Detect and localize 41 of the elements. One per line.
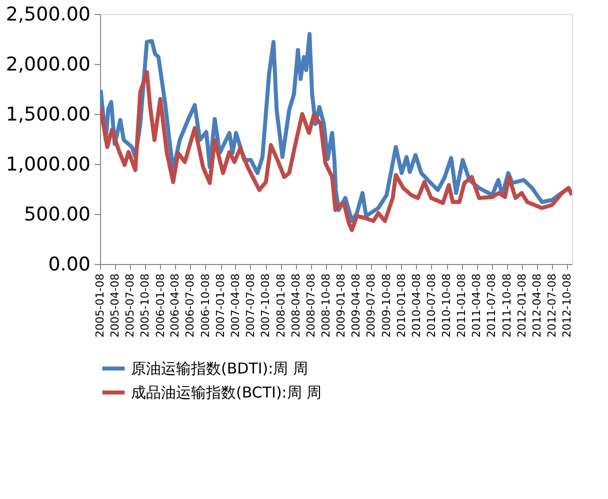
x-tick-label: 2005-04-08 [108,274,122,338]
x-tick-label: 2006-04-08 [168,274,182,338]
x-tick-label: 2011-07-08 [485,274,498,338]
y-tick-label: 2,000.00 [6,54,90,76]
legend-label: 原油运输指数(BDTI):周 周 [131,360,308,378]
x-tick-label: 2008-04-08 [289,274,302,338]
y-tick-label: 500.00 [24,204,90,226]
x-tick-label: 2012-04-08 [530,274,544,338]
x-tick-label: 2006-01-08 [154,274,167,338]
line-series [100,70,572,232]
x-tick-label: 2010-07-08 [424,274,438,338]
x-tick-label: 2012-10-08 [560,274,574,338]
x-tick-label: 2011-10-08 [500,274,514,338]
x-tick-label: 2007-10-08 [259,274,272,338]
y-tick-label: 1,500.00 [6,104,90,126]
x-tick-label: 2007-01-08 [214,274,228,338]
x-tick-label: 2007-04-08 [228,274,242,338]
y-tick-label: 2,500.00 [6,4,90,26]
x-tick-label: 2006-07-08 [184,274,197,338]
x-tick-label: 2012-07-08 [546,274,559,338]
y-tick-label: 1,000.00 [6,154,90,176]
x-tick-label: 2006-10-08 [198,274,212,338]
x-tick-label: 2009-04-08 [350,274,363,338]
x-tick-label: 2009-07-08 [364,274,378,338]
x-tick-label: 2007-07-08 [244,274,257,338]
y-tick-label: 0.00 [48,254,90,276]
legend-label: 成品油运输指数(BCTI):周 周 [131,384,322,402]
x-tick-label: 2008-10-08 [320,274,333,338]
x-tick-label: 2011-04-08 [470,274,484,338]
x-tick-label: 2008-07-08 [304,274,318,338]
x-tick-label: 2010-10-08 [440,274,454,338]
x-tick-label: 2010-01-08 [394,274,408,338]
x-tick-label: 2005-10-08 [138,274,152,338]
x-tick-label: 2008-01-08 [274,274,288,338]
x-tick-label: 2009-01-08 [334,274,348,338]
x-tick-label: 2012-01-08 [515,274,528,338]
x-tick-label: 2011-01-08 [455,274,468,338]
x-tick-label: 2010-04-08 [410,274,423,338]
x-tick-label: 2005-07-08 [123,274,136,338]
x-tick-label: 2009-10-08 [380,274,393,338]
x-tick-label: 2005-01-08 [94,274,106,338]
